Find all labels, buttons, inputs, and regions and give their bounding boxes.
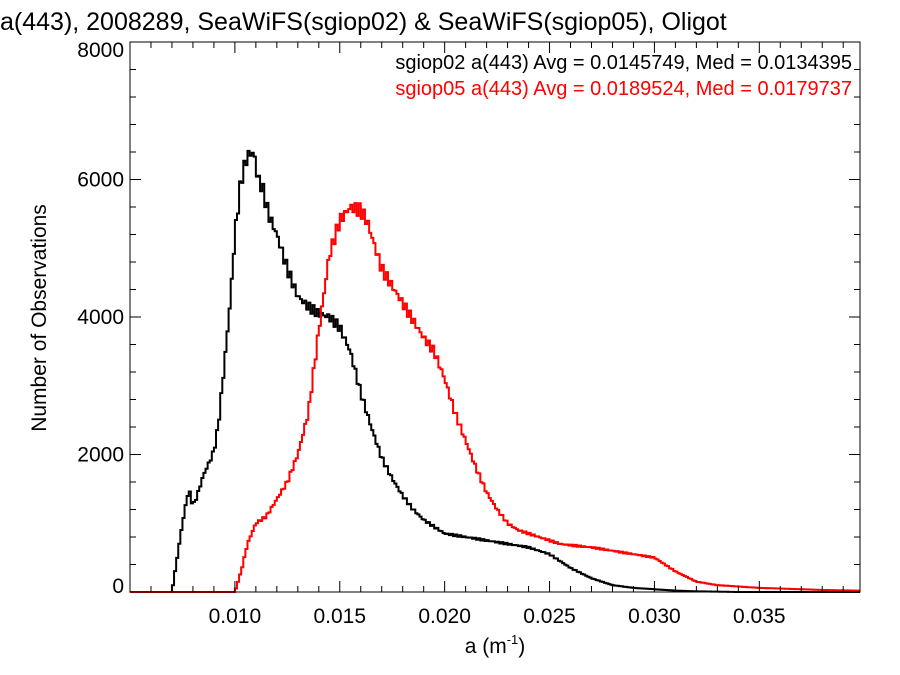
series-1-histogram-line bbox=[130, 202, 860, 593]
series-0-histogram-line bbox=[130, 149, 860, 593]
y-tick-label: 2000 bbox=[77, 444, 124, 467]
x-tick-label: 0.020 bbox=[418, 605, 471, 628]
x-tick-label: 0.035 bbox=[733, 605, 786, 628]
annotation-1: sgiop05 a(443) Avg = 0.0189524, Med = 0.… bbox=[395, 78, 852, 100]
y-axis-label: Number of Observations bbox=[28, 204, 51, 432]
axes-layer: 0.010 0.015 0.020 0.025 0.030 0.035 0 2000 4000 6… bbox=[77, 39, 861, 628]
x-tick-label: 0.010 bbox=[209, 605, 262, 628]
y-tick-label: 0 bbox=[112, 575, 124, 598]
annotation-layer: sgiop02 a(443) Avg = 0.0145749, Med = 0.… bbox=[395, 52, 852, 100]
x-tick-label: 0.025 bbox=[523, 605, 576, 628]
x-axis-label-text: a (m bbox=[465, 635, 507, 658]
x-tick-label: 0.030 bbox=[628, 605, 681, 628]
y-tick-label: 6000 bbox=[77, 169, 124, 192]
y-tick-label: 4000 bbox=[77, 306, 124, 329]
x-axis-label: a (m-1) bbox=[465, 632, 526, 658]
series-layer bbox=[130, 149, 860, 593]
chart-title: a(443), 2008289, SeaWiFS(sgiop02) & SeaW… bbox=[0, 8, 727, 36]
x-tick-label: 0.015 bbox=[313, 605, 366, 628]
x-axis-label-close: ) bbox=[518, 635, 525, 658]
annotation-0: sgiop02 a(443) Avg = 0.0145749, Med = 0.… bbox=[395, 52, 852, 74]
x-axis-label-superscript: -1 bbox=[507, 632, 519, 647]
y-tick-label: 8000 bbox=[77, 39, 124, 62]
